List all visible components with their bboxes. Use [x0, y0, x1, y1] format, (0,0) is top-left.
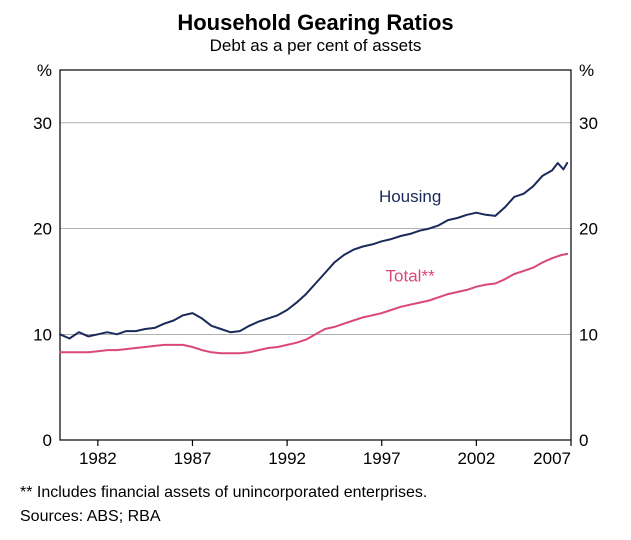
svg-text:10: 10 — [579, 325, 598, 344]
svg-text:1997: 1997 — [363, 449, 401, 468]
chart-subtitle: Debt as a per cent of assets — [0, 36, 631, 56]
svg-text:0: 0 — [43, 431, 52, 450]
svg-text:30: 30 — [33, 114, 52, 133]
svg-text:30: 30 — [579, 114, 598, 133]
svg-text:1992: 1992 — [268, 449, 306, 468]
svg-text:20: 20 — [579, 220, 598, 239]
svg-text:0: 0 — [579, 431, 588, 450]
svg-text:Total**: Total** — [386, 266, 436, 285]
svg-text:Housing: Housing — [379, 187, 441, 206]
svg-text:%: % — [37, 61, 52, 80]
svg-text:2002: 2002 — [457, 449, 495, 468]
svg-text:10: 10 — [33, 325, 52, 344]
svg-text:1987: 1987 — [174, 449, 212, 468]
svg-text:20: 20 — [33, 220, 52, 239]
chart-footnote: ** Includes financial assets of unincorp… — [20, 484, 427, 502]
svg-text:1982: 1982 — [79, 449, 117, 468]
chart-sources: Sources: ABS; RBA — [20, 508, 161, 526]
line-chart: 0 0 10 10 20 20 30 30%% 1982 1987 1992 1997 2002 2007… — [0, 60, 631, 480]
chart-title: Household Gearing Ratios — [0, 0, 631, 36]
chart-container: Household Gearing Ratios Debt as a per c… — [0, 0, 631, 540]
svg-text:%: % — [579, 61, 594, 80]
svg-text:2007: 2007 — [533, 449, 571, 468]
